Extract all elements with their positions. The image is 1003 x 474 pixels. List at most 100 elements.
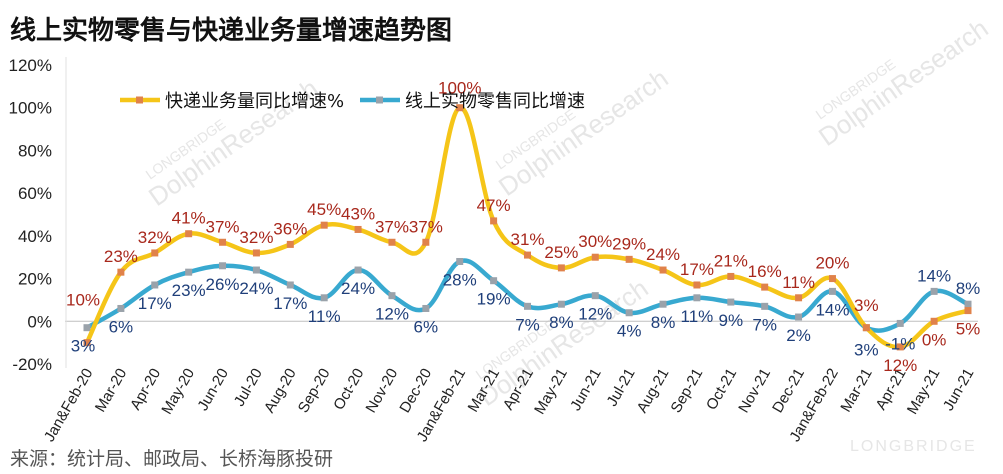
x-tick-label: Aug-21 [634, 366, 673, 416]
point-online-retail [964, 300, 972, 308]
data-label-online-retail: 19% [477, 290, 511, 309]
data-label-online-retail: 14% [917, 266, 951, 285]
data-label-express: 23% [104, 247, 138, 266]
data-label-express: 37% [375, 217, 409, 236]
y-tick-label: -20% [12, 355, 52, 374]
point-express [185, 230, 193, 238]
data-label-express: 45% [307, 200, 341, 219]
y-tick-label: 60% [18, 184, 52, 203]
data-label-express: 29% [612, 234, 646, 253]
point-express [625, 255, 633, 263]
x-tick-label: Oct-20 [330, 366, 367, 413]
point-online-retail [219, 262, 227, 270]
x-tick-label: Oct-21 [703, 366, 740, 413]
legend-label: 线上实物零售同比增速 [405, 91, 585, 112]
data-label-online-retail: 24% [239, 279, 273, 298]
point-express [727, 272, 735, 280]
data-label-online-retail: 26% [206, 275, 240, 294]
data-label-express: 21% [714, 251, 748, 270]
point-express [320, 221, 328, 229]
point-online-retail [557, 300, 565, 308]
point-online-retail [524, 302, 531, 310]
data-label-online-retail: 23% [172, 281, 206, 300]
data-label-online-retail: 12% [578, 305, 612, 324]
data-label-online-retail: 14% [815, 300, 849, 319]
point-online-retail [83, 324, 91, 332]
point-express [422, 238, 430, 246]
x-tick-label: Nov-21 [735, 366, 774, 416]
data-label-online-retail: 8% [956, 279, 981, 298]
data-label-express: 0% [922, 330, 947, 349]
point-online-retail [354, 266, 362, 274]
point-online-retail [252, 266, 260, 274]
point-online-retail [761, 302, 769, 310]
point-online-retail [828, 287, 836, 295]
point-online-retail [388, 292, 396, 300]
point-online-retail [930, 287, 938, 295]
point-express [524, 251, 531, 259]
point-online-retail [727, 298, 735, 306]
series-line-express [84, 105, 969, 350]
data-label-online-retail: 24% [341, 279, 375, 298]
point-express [761, 283, 769, 291]
watermark-text: DolphinResearch [813, 13, 994, 152]
x-tick-label: Nov-20 [363, 366, 402, 416]
x-tick-label: Jan&Feb-20 [41, 366, 97, 445]
legend: 快递业务量同比增速% 线上实物零售同比增速 [120, 91, 585, 112]
data-label-express: 3% [854, 296, 879, 315]
point-online-retail [490, 277, 498, 285]
data-label-express: 41% [172, 209, 206, 228]
data-label-express: 24% [646, 245, 680, 264]
data-label-online-retail: 3% [854, 341, 879, 360]
data-label-online-retail: 8% [651, 313, 676, 332]
data-label-online-retail: 12% [375, 305, 409, 324]
legend-marker [376, 96, 383, 104]
watermark-text: LONGBRIDGE [850, 438, 977, 455]
series-layer [83, 104, 972, 351]
x-tick-label: Mar-20 [92, 366, 130, 416]
point-express [964, 307, 972, 315]
x-tick-label: Aug-20 [261, 366, 300, 416]
point-express [456, 104, 464, 112]
data-label-express: 37% [409, 217, 443, 236]
legend-label: 快递业务量同比增速% [165, 91, 344, 112]
data-label-express: 30% [578, 232, 612, 251]
legend-marker [136, 96, 143, 104]
data-label-express: 100% [438, 79, 481, 98]
point-express [83, 339, 91, 347]
point-online-retail [151, 281, 159, 289]
point-online-retail [591, 292, 599, 300]
point-express [930, 317, 938, 325]
y-tick-label: 120% [9, 56, 52, 75]
point-express [862, 324, 870, 332]
data-label-online-retail: 28% [443, 270, 477, 289]
x-tick-label: Apr-20 [127, 366, 164, 413]
data-label-online-retail: 7% [752, 315, 777, 334]
data-labels: 10%23%32%41% 37%32% 36%45% 43%37% 37%100%47%… [66, 79, 980, 375]
data-label-online-retail: 17% [273, 294, 307, 313]
point-express [354, 225, 362, 233]
data-label-online-retail: 4% [617, 322, 642, 341]
data-label-online-retail: 9% [719, 311, 744, 330]
data-label-express: 47% [477, 196, 511, 215]
chart-title: 线上实物零售与快递业务量增速趋势图 [10, 16, 453, 46]
point-express [252, 249, 260, 257]
data-label-express: 36% [273, 219, 307, 238]
x-tick-label: Sep-21 [667, 366, 706, 416]
data-label-online-retail: 11% [308, 307, 341, 326]
point-online-retail [320, 294, 328, 302]
point-online-retail [286, 281, 294, 289]
data-label-online-retail: 6% [414, 317, 439, 336]
x-tick-label: May-20 [158, 366, 198, 418]
data-label-express: 5% [956, 320, 981, 339]
point-express [659, 266, 667, 274]
x-tick-label: Jul-20 [231, 366, 266, 410]
data-label-online-retail: 11% [681, 307, 714, 326]
data-label-express: 12% [883, 356, 917, 375]
point-online-retail [117, 304, 125, 312]
point-online-retail [625, 309, 633, 317]
